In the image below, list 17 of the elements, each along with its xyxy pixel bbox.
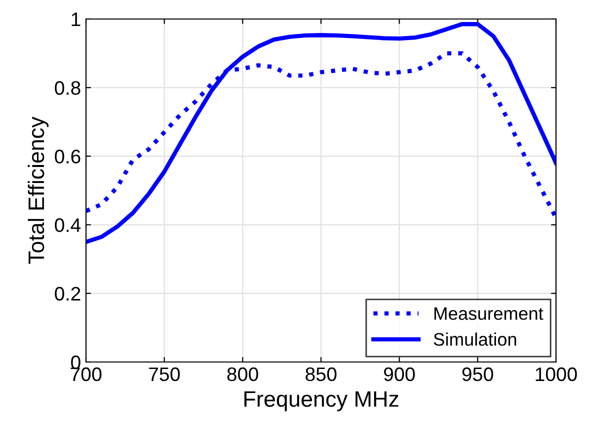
x-tick-label: 900 [384, 367, 415, 382]
legend-label: Measurement [434, 307, 544, 320]
y-tick-label: 0.2 [54, 286, 80, 301]
y-tick-label: 0.4 [54, 218, 81, 232]
line-series [86, 22, 556, 244]
x-tick-label: 800 [227, 367, 258, 382]
x-axis-title: Frequency MHz [244, 391, 398, 412]
y-tick-label: 0.8 [54, 81, 80, 95]
legend-label: Simulation [434, 332, 516, 346]
y-tick-label: 0.6 [54, 150, 80, 164]
y-tick-label: 1 [72, 12, 80, 26]
x-tick-label: 1000 [536, 367, 577, 382]
y-axis-title: Total Efficiency [28, 116, 49, 264]
x-tick-label: 950 [462, 367, 494, 382]
x-tick-label: 750 [149, 367, 180, 382]
x-tick-label: 850 [306, 367, 336, 382]
x-tick-label: 700 [70, 367, 102, 382]
